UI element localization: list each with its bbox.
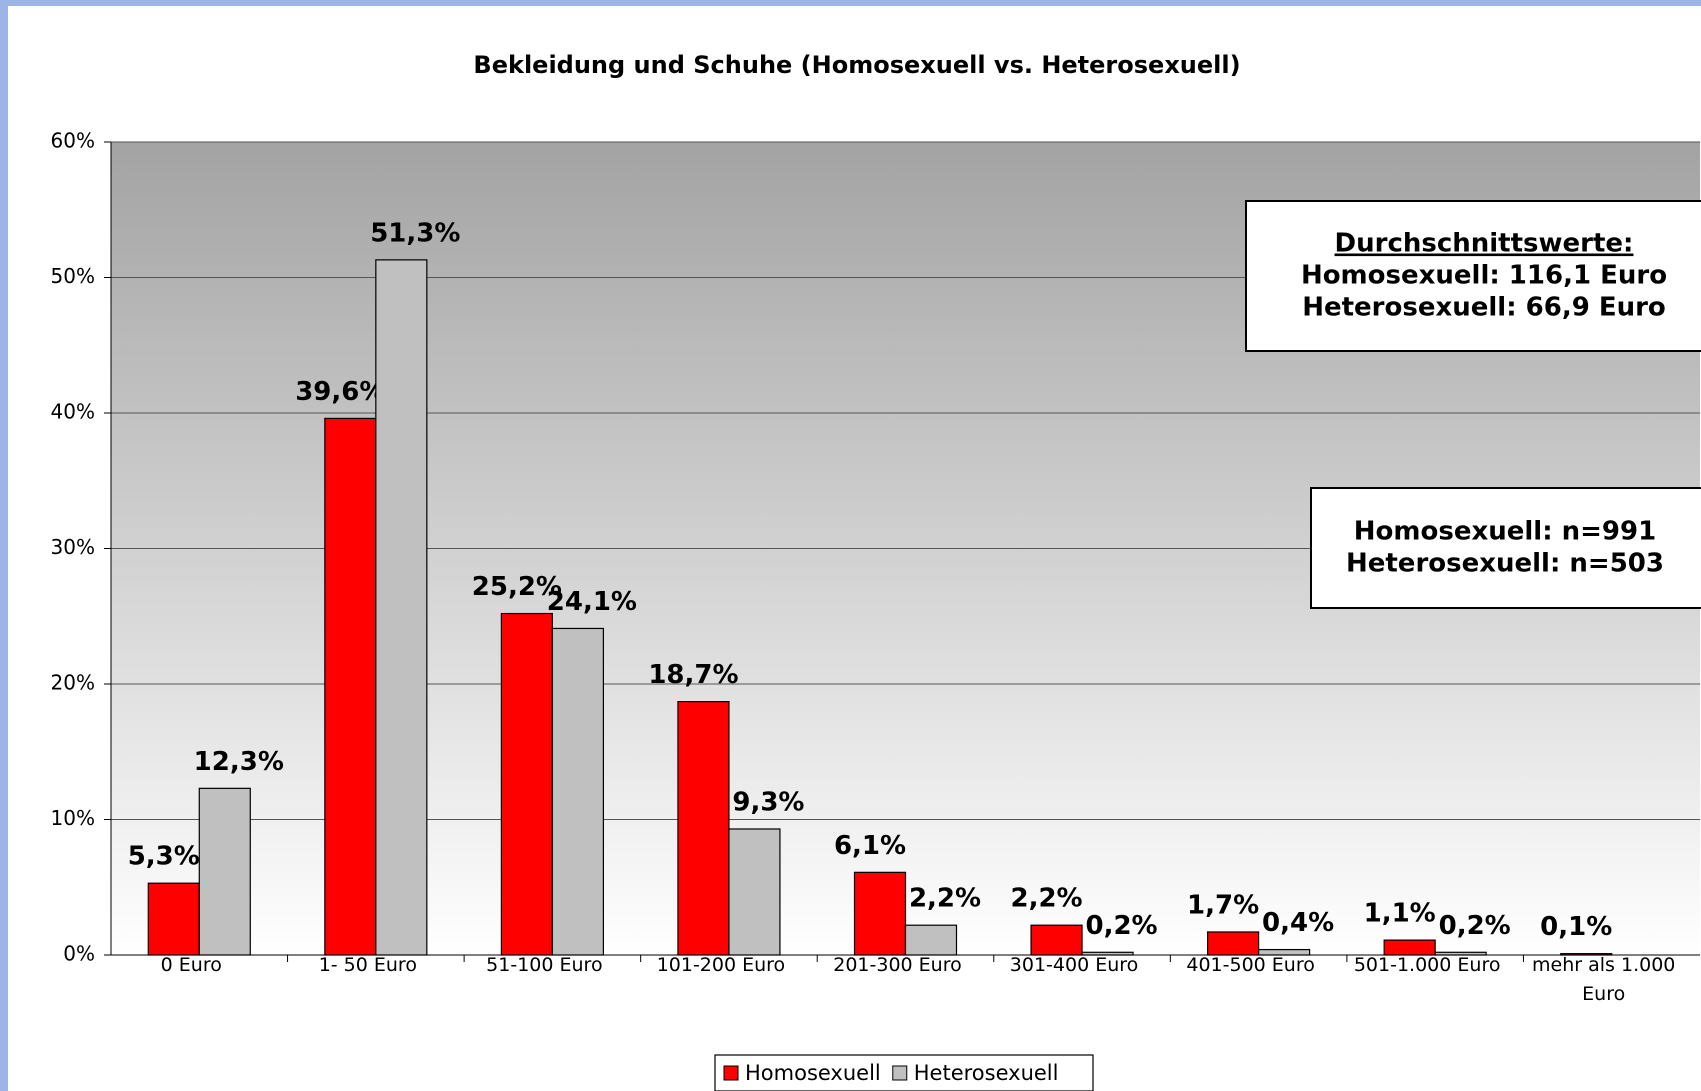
data-label: 24,1% [547,587,637,617]
bar [324,417,377,956]
data-label: 39,6% [295,377,385,407]
legend-label: Homosexuell [745,1061,881,1085]
bar [1207,931,1260,956]
data-label: 51,3% [370,218,460,248]
data-label: 1,7% [1187,890,1259,920]
x-tick-label: 1- 50 Euro [318,954,417,976]
bar [1030,924,1083,956]
annotation-box [1310,487,1701,609]
bar [1434,951,1487,956]
data-label: 2,2% [1011,884,1083,914]
data-label: 25,2% [472,572,562,602]
bar [904,924,958,956]
data-label: 0,2% [1439,911,1511,941]
annotation-box [1245,200,1701,352]
bar [1081,951,1134,956]
x-tick-label: 501-1.000 Euro [1353,954,1501,976]
x-tick-label: 301-400 Euro [1009,954,1139,976]
legend-swatch [723,1065,739,1081]
data-label: 1,1% [1364,899,1436,929]
y-tick-label: 10% [51,806,95,830]
x-tick-label: 101-200 Euro [656,954,786,976]
chart: Bekleidung und Schuhe (Homosexuell vs. H… [51,51,1701,1091]
data-label: 12,3% [194,747,284,777]
annotation-text: Heterosexuell: n=503 [1346,549,1664,579]
legend-label: Heterosexuell [914,1061,1059,1085]
x-tick-label: mehr als 1.000 Euro [1532,954,1676,1005]
data-label: 0,4% [1262,908,1334,938]
annotation-text: Homosexuell: 116,1 Euro [1301,261,1667,291]
data-label: 18,7% [648,660,738,690]
annotation-text: Homosexuell: n=991 [1354,517,1656,547]
bar [677,701,730,956]
data-label: 2,2% [909,884,981,914]
bar [1383,939,1436,956]
bar [375,259,428,956]
legend-swatch [892,1065,908,1081]
bar [1258,948,1311,956]
x-tick-label: 401-500 Euro [1186,954,1315,976]
bar [853,871,907,956]
data-label: 9,3% [732,787,804,817]
y-tick-label: 30% [51,535,95,559]
data-label: 5,3% [128,842,200,872]
chart-title: Bekleidung und Schuhe (Homosexuell vs. H… [473,51,1240,79]
y-tick-label: 60% [51,129,95,153]
bar [198,787,251,956]
data-label: 0,2% [1086,911,1158,941]
x-tick-label: 0 Euro [160,954,222,976]
bar [500,612,553,956]
bar [147,882,200,956]
data-label: 6,1% [834,831,906,861]
y-tick-label: 20% [51,671,95,695]
data-label: 0,1% [1540,912,1612,942]
y-tick-label: 50% [51,264,95,288]
y-tick-label: 0% [63,942,95,966]
y-tick-label: 40% [51,400,95,424]
annotation-text: Durchschnittswerte: [1335,229,1634,259]
bar [1560,953,1613,956]
x-tick-label: 51-100 Euro [486,954,603,976]
bar [551,627,604,956]
x-tick-label: 201-300 Euro [833,954,962,976]
bar [728,828,781,956]
annotation-text: Heterosexuell: 66,9 Euro [1302,293,1666,323]
